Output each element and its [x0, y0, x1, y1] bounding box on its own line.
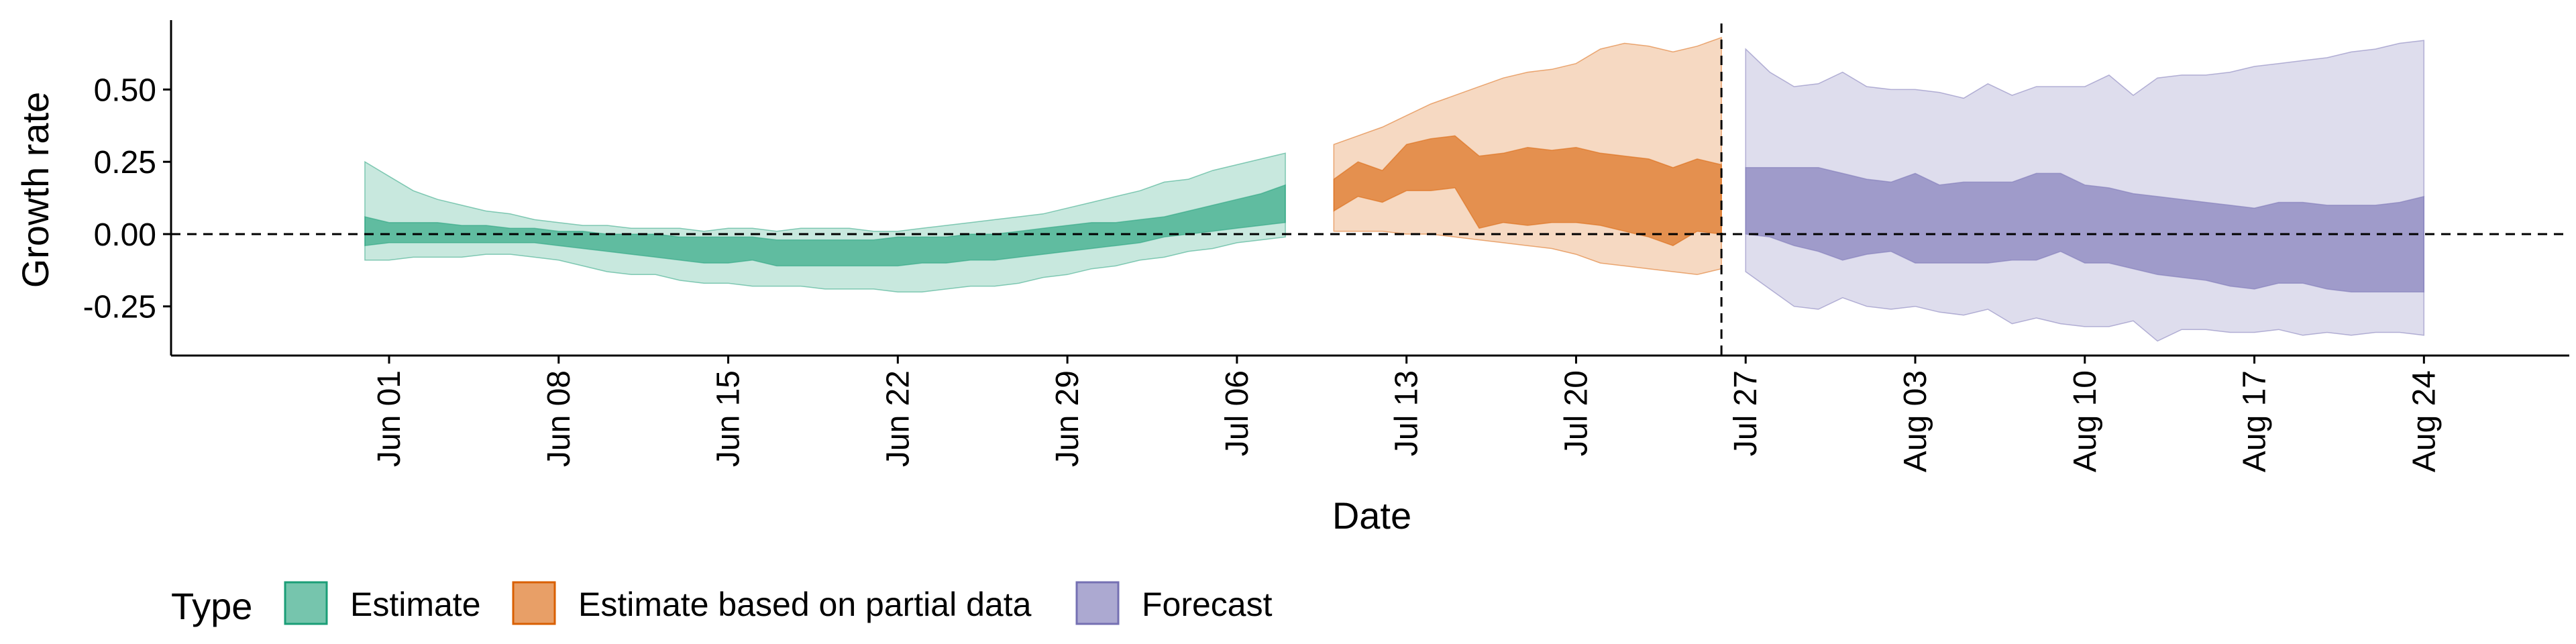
legend-label: Estimate based on partial data: [578, 586, 1032, 623]
legend-label: Estimate: [350, 586, 481, 623]
x-tick-label: Jun 15: [711, 370, 747, 467]
y-tick-label: 0.50: [94, 72, 156, 108]
series-estimate-based-on-partial-data: [1333, 36, 1722, 276]
x-tick-label: Jun 08: [541, 370, 577, 467]
x-tick-label: Jun 29: [1050, 370, 1085, 467]
legend-swatch: [1075, 581, 1120, 625]
legend-swatch: [284, 581, 328, 625]
x-tick-label: Jun 22: [880, 370, 916, 467]
x-tick-label: Aug 17: [2237, 370, 2273, 472]
y-tick-label: 0.25: [94, 145, 156, 180]
series-estimate: [364, 152, 1286, 292]
x-tick-label: Jul 20: [1558, 370, 1594, 456]
x-tick-label: Aug 24: [2406, 370, 2442, 472]
legend-title: Type: [171, 585, 252, 627]
x-tick-label: Aug 03: [1898, 370, 1933, 472]
x-tick-label: Jul 06: [1220, 370, 1255, 456]
y-axis-title: Growth rate: [14, 92, 56, 288]
plot-area: 0.50 0.25 0.00 -0.25 Jun 01 Jun 08 Jun 15 Jun 2…: [83, 20, 2569, 472]
legend-swatch: [512, 581, 556, 625]
y-tick-label: 0.00: [94, 217, 156, 253]
legend-items: Estimate Estimate based on partial data Fo…: [284, 581, 1273, 625]
x-tick-label: Jun 01: [372, 370, 407, 467]
legend-item: Forecast: [1075, 581, 1273, 625]
x-tick-label: Aug 10: [2068, 370, 2103, 472]
ribbon-90-estimate: [364, 152, 1286, 292]
x-tick-label: Jul 13: [1389, 370, 1425, 456]
x-tick-label: Jul 27: [1728, 370, 1764, 456]
series-forecast: [1745, 40, 2425, 342]
legend-item: Estimate based on partial data: [512, 581, 1032, 625]
legend-item: Estimate: [284, 581, 481, 625]
legend: Type Estimate Estimate based on partial d…: [171, 581, 1273, 627]
y-tick-label: -0.25: [83, 290, 156, 325]
ribbon-50-estimate: [364, 184, 1286, 267]
ribbon-50-forecast: [1745, 167, 2425, 292]
legend-label: Forecast: [1142, 586, 1273, 623]
y-axis-title-group: Growth rate: [14, 92, 56, 288]
x-axis-title: Date: [1332, 494, 1411, 537]
